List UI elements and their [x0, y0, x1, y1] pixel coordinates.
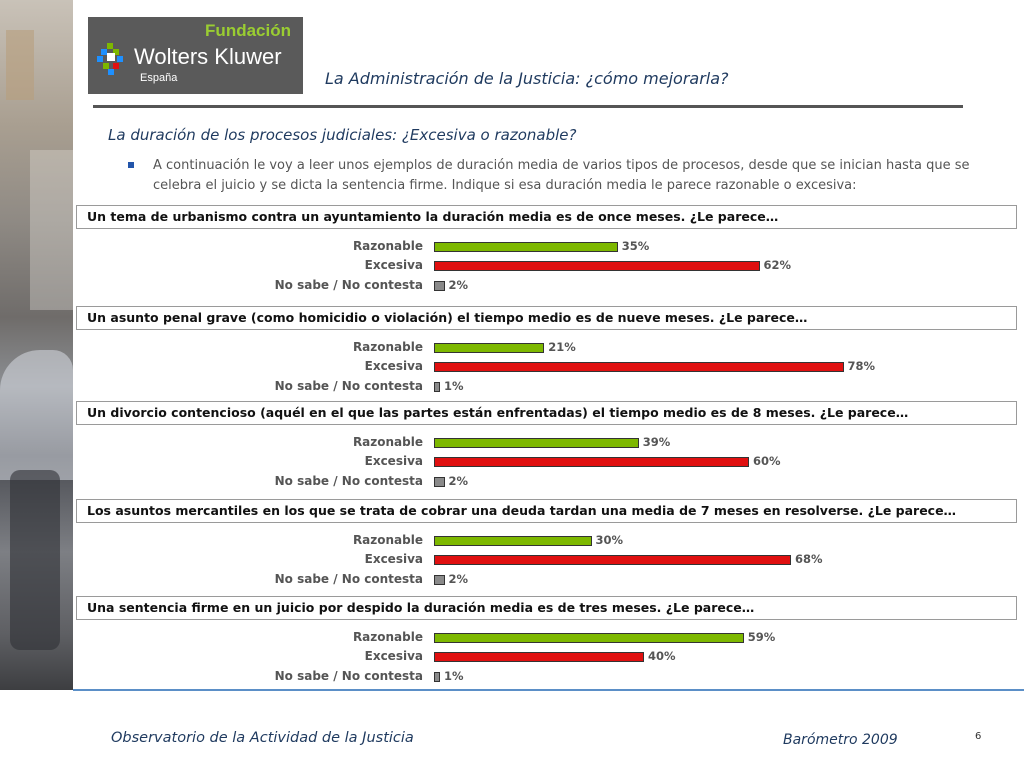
wolters-kluwer-logo: Fundación Wolters Kluwer España	[88, 17, 303, 94]
category-label-razonable: Razonable	[352, 340, 423, 354]
question-text: Una sentencia firme en un juicio por des…	[87, 600, 755, 615]
bar-excesiva	[434, 261, 760, 271]
page-number: 6	[975, 731, 982, 742]
bar-razonable	[434, 438, 639, 448]
value-label-razonable: 30%	[595, 533, 624, 547]
value-label-razonable: 59%	[747, 630, 776, 644]
value-label-excesiva: 60%	[753, 454, 781, 468]
category-label-no-sabe: No sabe / No contesta	[274, 278, 423, 292]
value-label-excesiva: 40%	[648, 649, 676, 663]
question-box: Un tema de urbanismo contra un ayuntamie…	[76, 205, 1017, 229]
bar-no-sabe	[434, 477, 445, 487]
bar-razonable	[434, 536, 592, 546]
category-label-no-sabe: No sabe / No contesta	[274, 474, 423, 488]
footer-barometro: Barómetro 2009	[783, 732, 898, 748]
category-label-excesiva: Excesiva	[364, 258, 423, 272]
question-box: Un divorcio contencioso (aquél en el que…	[76, 401, 1017, 425]
bar-no-sabe	[434, 281, 445, 291]
bar-razonable	[434, 242, 618, 252]
question-text: Un divorcio contencioso (aquél en el que…	[87, 405, 909, 420]
category-label-razonable: Razonable	[352, 435, 423, 449]
value-label-razonable: 35%	[621, 239, 650, 253]
question-box: Una sentencia firme en un juicio por des…	[76, 596, 1017, 620]
category-label-no-sabe: No sabe / No contesta	[274, 379, 423, 393]
logo-wolters-kluwer: Wolters Kluwer	[134, 44, 282, 69]
header-divider	[93, 105, 963, 108]
question-text: Un asunto penal grave (como homicidio o …	[87, 310, 808, 325]
bar-excesiva	[434, 555, 791, 565]
bar-no-sabe	[434, 672, 440, 682]
category-label-excesiva: Excesiva	[364, 359, 423, 373]
bar-excesiva	[434, 652, 644, 662]
footer-divider	[73, 689, 1024, 691]
bar-razonable	[434, 343, 545, 353]
bar-excesiva	[434, 457, 749, 467]
category-label-excesiva: Excesiva	[364, 552, 423, 566]
background-photo	[0, 0, 73, 690]
category-label-excesiva: Excesiva	[364, 649, 423, 663]
value-label-razonable: 39%	[642, 435, 671, 449]
category-label-no-sabe: No sabe / No contesta	[274, 572, 423, 586]
category-label-no-sabe: No sabe / No contesta	[274, 669, 423, 683]
section-title: La duración de los procesos judiciales: …	[108, 126, 577, 144]
value-label-excesiva: 62%	[763, 258, 792, 272]
value-label-no-sabe: 1%	[444, 669, 464, 683]
bar-excesiva	[434, 362, 844, 372]
logo-mark-icon	[97, 43, 123, 75]
header-title: La Administración de la Justicia: ¿cómo …	[325, 69, 729, 88]
logo-fundacion: Fundación	[205, 21, 291, 40]
value-label-no-sabe: 2%	[448, 278, 469, 292]
category-label-razonable: Razonable	[352, 533, 423, 547]
question-box: Los asuntos mercantiles en los que se tr…	[76, 499, 1017, 523]
question-text: Un tema de urbanismo contra un ayuntamie…	[87, 209, 779, 224]
footer-observatorio: Observatorio de la Actividad de la Justi…	[111, 730, 414, 746]
intro-text: A continuación le voy a leer unos ejempl…	[153, 158, 970, 193]
bar-no-sabe	[434, 382, 440, 392]
value-label-excesiva: 68%	[795, 552, 823, 566]
bar-no-sabe	[434, 575, 445, 585]
value-label-razonable: 21%	[548, 340, 576, 354]
category-label-razonable: Razonable	[352, 239, 423, 253]
question-text: Los asuntos mercantiles en los que se tr…	[87, 503, 957, 518]
category-label-excesiva: Excesiva	[364, 454, 423, 468]
value-label-no-sabe: 2%	[448, 474, 469, 488]
value-label-no-sabe: 2%	[448, 572, 469, 586]
category-label-razonable: Razonable	[352, 630, 423, 644]
value-label-no-sabe: 1%	[444, 379, 464, 393]
value-label-excesiva: 78%	[847, 359, 876, 373]
bar-razonable	[434, 633, 744, 643]
logo-espana: España	[140, 72, 178, 84]
bullet-icon	[128, 162, 134, 168]
question-box: Un asunto penal grave (como homicidio o …	[76, 306, 1017, 330]
